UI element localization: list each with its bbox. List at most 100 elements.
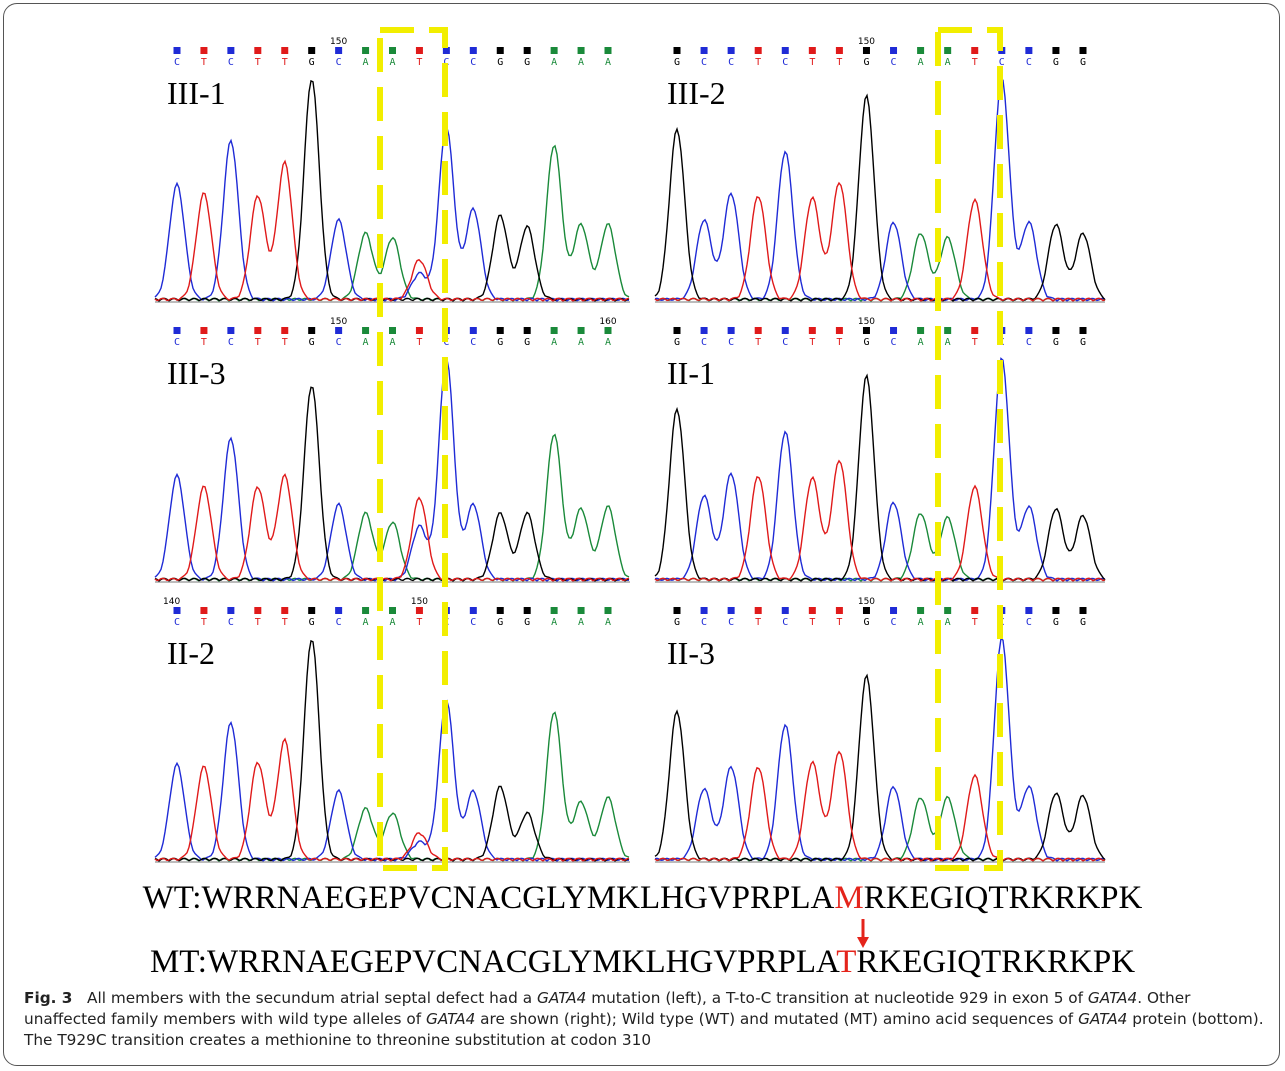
gene-name: GATA4 — [1087, 989, 1138, 1007]
base-marker — [604, 47, 612, 54]
base-call: G — [1053, 617, 1059, 628]
base-marker — [335, 327, 343, 334]
base-call: G — [863, 57, 869, 68]
base-marker — [781, 327, 789, 334]
base-call: C — [443, 337, 449, 348]
base-marker — [173, 47, 181, 54]
base-marker — [1079, 47, 1087, 54]
base-marker — [1025, 47, 1033, 54]
position-tick-label: 150 — [858, 37, 875, 47]
trace-A — [154, 711, 630, 862]
base-call: G — [863, 617, 869, 628]
trace-T — [654, 181, 1106, 302]
base-marker — [862, 607, 870, 614]
base-call: C — [470, 337, 476, 348]
base-call: A — [945, 617, 951, 628]
base-call: A — [945, 337, 951, 348]
base-marker — [227, 47, 235, 54]
base-marker — [173, 327, 181, 334]
trace-T — [154, 159, 630, 302]
base-marker — [781, 607, 789, 614]
trace-T — [654, 459, 1106, 582]
mt-prefix: MT:WRRNAEGEPVCNACGLYMKLHGVPRPLA — [149, 944, 837, 980]
base-marker — [389, 607, 396, 614]
gene-name: GATA4 — [536, 989, 587, 1007]
base-marker — [254, 47, 262, 54]
base-marker — [523, 327, 531, 334]
base-call: T — [201, 617, 207, 628]
chromatogram-svg: G C C T C T T G C A A T C C G G 150 — [654, 317, 1106, 583]
base-marker — [754, 327, 762, 334]
mt-mutated-residue: T — [836, 944, 857, 980]
base-marker — [281, 47, 289, 54]
base-call: C — [999, 57, 1005, 68]
base-call: C — [891, 617, 897, 628]
base-call: C — [228, 617, 234, 628]
base-call: G — [674, 337, 680, 348]
base-marker — [362, 47, 370, 54]
base-marker — [173, 607, 181, 614]
position-tick-label: 150 — [411, 597, 428, 607]
base-marker — [254, 607, 262, 614]
base-call: A — [363, 337, 369, 348]
base-marker — [550, 327, 558, 334]
base-call: C — [1026, 57, 1032, 68]
panel-label: III-2 — [667, 75, 726, 111]
base-marker — [944, 327, 952, 334]
trace-C — [154, 357, 629, 582]
base-marker — [1052, 47, 1060, 54]
gene-name: GATA4 — [1078, 1010, 1128, 1028]
base-call: G — [863, 337, 869, 348]
trace-T — [154, 737, 630, 862]
base-call: A — [551, 337, 557, 348]
base-call: C — [443, 617, 449, 628]
base-call: A — [945, 57, 951, 68]
base-marker — [835, 327, 843, 334]
base-call: C — [728, 57, 734, 68]
base-marker — [673, 47, 681, 54]
base-marker — [254, 327, 262, 334]
base-call: G — [1080, 617, 1086, 628]
base-call: T — [836, 57, 842, 68]
base-call: T — [755, 337, 761, 348]
base-call: T — [836, 337, 842, 348]
base-marker — [917, 47, 925, 54]
figure-label: Fig. 3 — [24, 989, 73, 1007]
base-marker — [362, 327, 370, 334]
base-marker — [200, 327, 208, 334]
base-call: T — [972, 617, 978, 628]
chromatogram-II-1: G C C T C T T G C A A T C C G G 150 II-1 — [654, 315, 1106, 587]
base-call: T — [809, 57, 815, 68]
base-call: C — [1026, 337, 1032, 348]
base-marker — [523, 47, 531, 54]
trace-C — [654, 357, 1106, 582]
base-marker — [362, 607, 370, 614]
base-marker — [469, 607, 477, 614]
wt-sequence: WT:WRRNAEGEPVCNACGLYMKLHGVPRPLAMRKEGIQTR… — [0, 880, 1285, 917]
gene-name: GATA4 — [425, 1010, 476, 1028]
base-marker — [227, 607, 235, 614]
position-tick-label: 150 — [330, 317, 347, 327]
base-marker — [577, 47, 585, 54]
mt-suffix: RKEGIQTRKRKPK — [856, 944, 1136, 980]
base-marker — [308, 47, 316, 54]
base-call: A — [551, 617, 557, 628]
base-marker — [335, 47, 343, 54]
base-call: A — [578, 617, 584, 628]
base-marker — [442, 327, 450, 334]
base-call: G — [309, 617, 315, 628]
base-call: T — [282, 337, 288, 348]
base-call: C — [174, 57, 180, 68]
panel-label: II-3 — [667, 635, 715, 671]
panel-label: III-1 — [167, 75, 226, 111]
base-call: A — [389, 617, 395, 628]
base-marker — [389, 47, 396, 54]
base-marker — [577, 327, 585, 334]
substitution-arrow — [857, 919, 869, 948]
base-call: C — [728, 617, 734, 628]
base-marker — [727, 327, 735, 334]
base-marker — [281, 327, 289, 334]
base-call: T — [201, 57, 207, 68]
base-call: C — [443, 57, 449, 68]
base-marker — [781, 47, 789, 54]
